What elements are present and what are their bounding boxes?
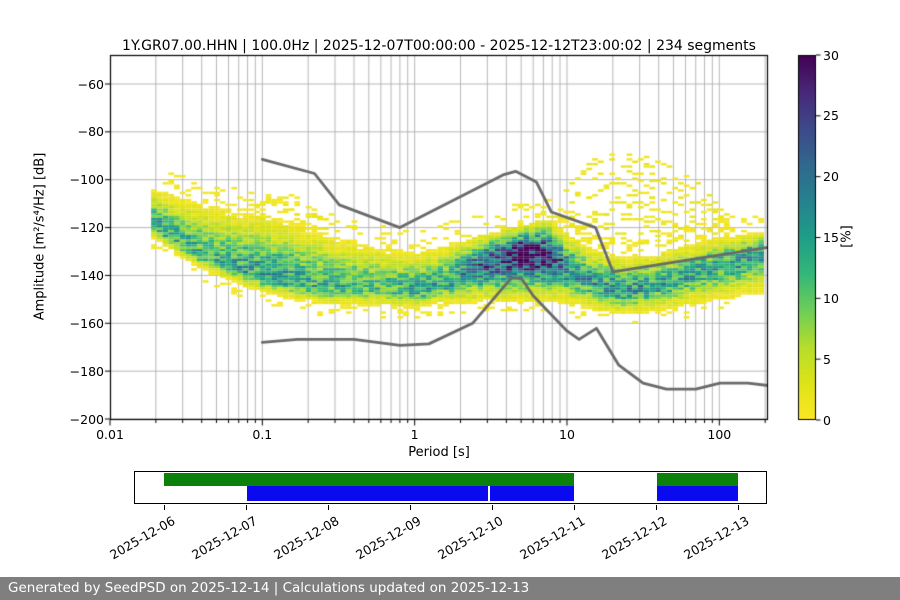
y-tick-label: −80	[77, 124, 104, 140]
timeline-tick	[163, 504, 165, 510]
footer-bar: Generated by SeedPSD on 2025-12-14 | Cal…	[0, 577, 900, 600]
x-axis-label: Period [s]	[408, 445, 470, 460]
timeline-tick	[327, 504, 329, 510]
timeline-green-segment	[164, 473, 575, 486]
colorbar-tick-label: 5	[823, 351, 831, 367]
timeline-tick	[656, 504, 658, 510]
timeline-blue-segment	[657, 486, 739, 501]
timeline-blue-segment	[490, 486, 575, 501]
y-tick-label: −60	[77, 76, 104, 92]
timeline	[134, 471, 767, 504]
y-tick-label: −160	[69, 315, 104, 331]
y-tick-label: −140	[69, 267, 104, 283]
colorbar-tick-label: 30	[823, 47, 839, 63]
y-tick-label: −120	[69, 220, 104, 236]
colorbar-tick-label: 25	[823, 108, 839, 124]
timeline-tick	[246, 504, 248, 510]
plot-title: 1Y.GR07.00.HHN | 100.0Hz | 2025-12-07T00…	[122, 38, 756, 54]
timeline-green-segment	[657, 473, 739, 486]
timeline-tick	[409, 504, 412, 510]
x-tick-label: 1	[410, 427, 419, 442]
colorbar-tick-label: 0	[823, 412, 831, 428]
colorbar-label: [%]	[839, 225, 855, 248]
y-tick-label: −200	[69, 411, 104, 427]
y-tick-label: −180	[69, 363, 104, 379]
x-tick-label: 10	[559, 427, 575, 442]
x-tick-label: 0.01	[96, 427, 124, 442]
y-tick-label: −100	[69, 172, 104, 188]
x-tick-label: 100	[707, 427, 732, 442]
timeline-tick	[492, 504, 494, 510]
y-axis-label: Amplitude [m²/s⁴/Hz] [dB]	[32, 152, 48, 321]
timeline-tick	[573, 504, 576, 510]
colorbar-tick-label: 15	[823, 230, 839, 245]
colorbar-tick-label: 20	[823, 169, 839, 185]
timeline-tick	[737, 504, 740, 510]
colorbar-tick-label: 10	[823, 290, 839, 306]
x-tick-label: 0.1	[252, 427, 273, 442]
footer-text: Generated by SeedPSD on 2025-12-14 | Cal…	[8, 580, 530, 596]
timeline-blue-segment	[247, 486, 489, 501]
